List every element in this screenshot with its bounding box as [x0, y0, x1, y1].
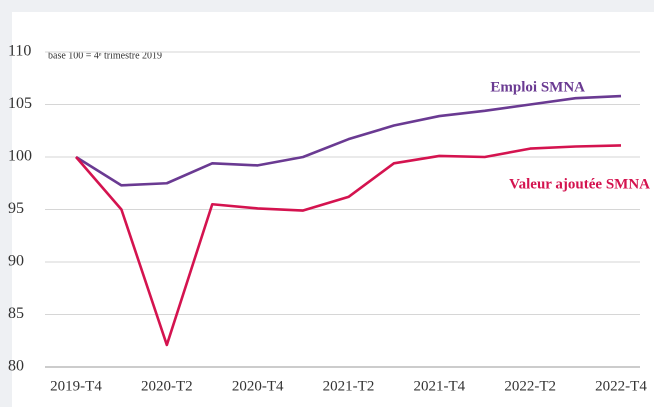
series-line	[75, 94, 622, 187]
y-tick-label: 95	[8, 200, 24, 217]
x-tick-label: 2021-T2	[323, 378, 375, 394]
series-label: Emploi SMNA	[490, 79, 585, 95]
x-tick-label: 2020-T4	[232, 378, 284, 394]
annotation: base 100 = 4ᵉ trimestre 2019	[48, 50, 162, 61]
x-tick-label: 2022-T4	[595, 378, 647, 394]
y-tick-label: 85	[8, 305, 24, 322]
series-label: Valeur ajoutée SMNA	[509, 176, 650, 192]
y-tick-label: 80	[8, 358, 24, 375]
x-tick-label: 2022-T2	[504, 378, 556, 394]
x-tick-label: 2021-T4	[413, 378, 465, 394]
x-tick-label: 2019-T4	[50, 378, 102, 394]
y-tick-label: 110	[8, 43, 31, 60]
y-tick-label: 105	[8, 95, 32, 112]
series-line	[75, 144, 622, 347]
y-tick-label: 90	[8, 253, 24, 270]
x-tick-label: 2020-T2	[141, 378, 193, 394]
y-tick-label: 100	[8, 148, 32, 165]
